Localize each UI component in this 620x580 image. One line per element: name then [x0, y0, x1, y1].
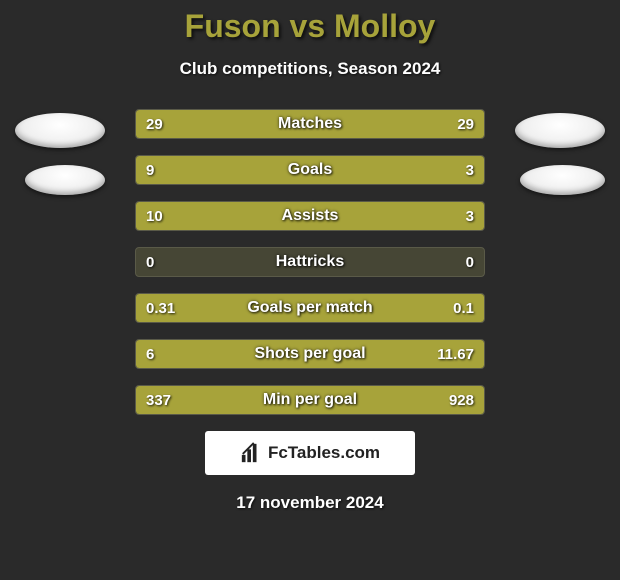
stat-label: Hattricks: [136, 248, 484, 276]
stat-fill-left: [136, 110, 310, 138]
player-left-name: Fuson: [185, 8, 281, 44]
title-vs: vs: [290, 8, 326, 44]
page-title: Fuson vs Molloy: [0, 0, 620, 45]
source-logo: FcTables.com: [205, 431, 415, 475]
player-right-badge-2: [520, 165, 605, 195]
stat-row: 0 0Hattricks: [135, 247, 485, 277]
stat-fill-right: [397, 156, 484, 184]
stat-fill-right: [229, 386, 484, 414]
stat-fill-left: [136, 294, 399, 322]
stat-row: 337928Min per goal: [135, 385, 485, 415]
comparison-chart: 2929Matches93Goals103Assists00Hattricks0…: [0, 109, 620, 415]
stat-row: 2929Matches: [135, 109, 485, 139]
stat-value-left: 0: [146, 248, 154, 276]
stat-fill-right: [254, 340, 484, 368]
stat-row: 93Goals: [135, 155, 485, 185]
stat-row: 103Assists: [135, 201, 485, 231]
stat-fill-left: [136, 340, 254, 368]
stat-row: 611.67Shots per goal: [135, 339, 485, 369]
stat-fill-right: [404, 202, 484, 230]
stat-fill-right: [399, 294, 484, 322]
logo-text: FcTables.com: [268, 443, 380, 463]
bars-icon: [240, 442, 262, 464]
player-left-badge-1: [15, 113, 105, 148]
player-right-name: Molloy: [334, 8, 435, 44]
bars-container: 2929Matches93Goals103Assists00Hattricks0…: [135, 109, 485, 415]
stat-fill-left: [136, 386, 229, 414]
player-right-badge-1: [515, 113, 605, 148]
stat-fill-right: [310, 110, 484, 138]
stat-fill-left: [136, 202, 404, 230]
stat-row: 0.310.1Goals per match: [135, 293, 485, 323]
stat-fill-left: [136, 156, 397, 184]
player-left-badge-2: [25, 165, 105, 195]
subtitle: Club competitions, Season 2024: [0, 59, 620, 79]
stat-value-right: 0: [466, 248, 474, 276]
date-label: 17 november 2024: [0, 493, 620, 513]
